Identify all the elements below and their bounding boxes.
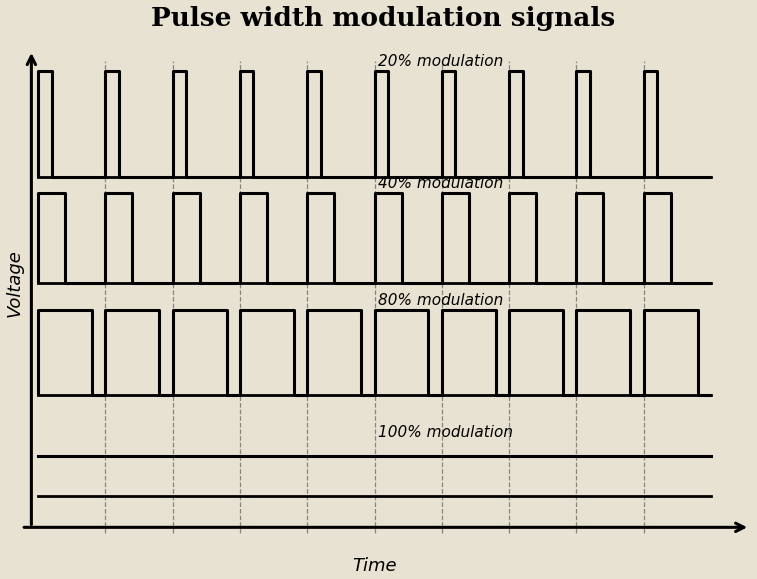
Text: Time: Time [352, 557, 397, 575]
Text: 100% modulation: 100% modulation [378, 426, 513, 441]
Text: 20% modulation: 20% modulation [378, 54, 503, 69]
Text: 40% modulation: 40% modulation [378, 176, 503, 191]
Title: Pulse width modulation signals: Pulse width modulation signals [151, 6, 615, 31]
Text: Voltage: Voltage [5, 250, 23, 317]
Text: 80% modulation: 80% modulation [378, 293, 503, 308]
